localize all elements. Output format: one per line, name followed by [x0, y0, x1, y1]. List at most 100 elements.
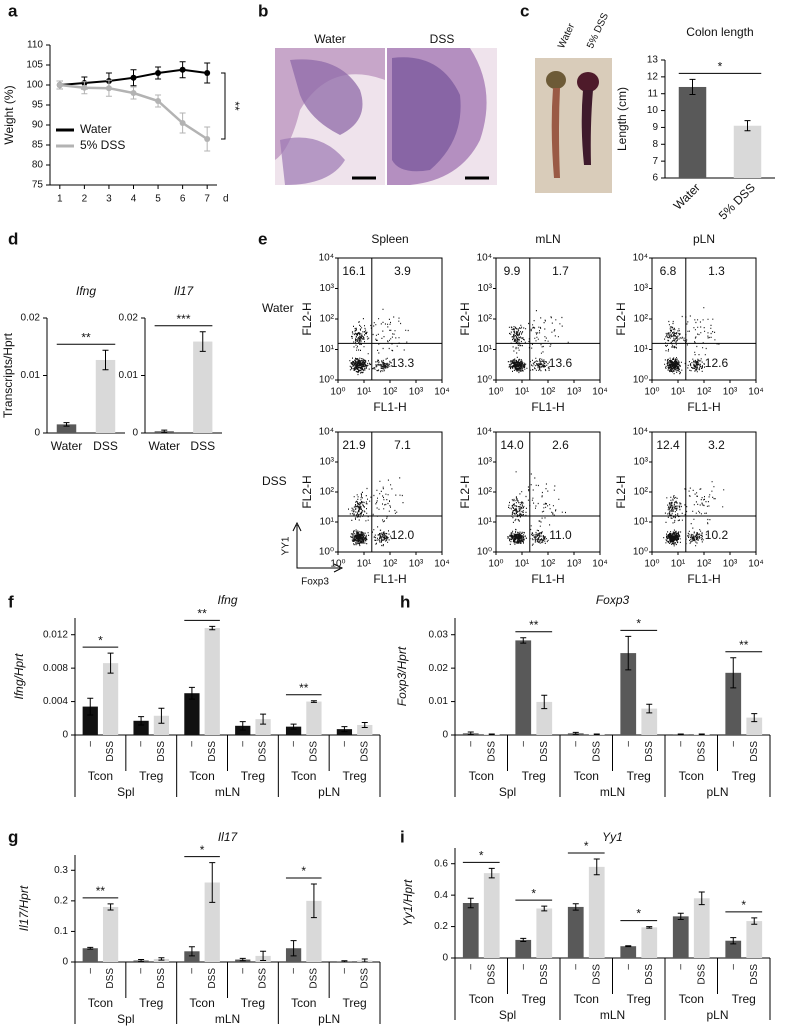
- x-tick-label: 10¹: [671, 387, 686, 398]
- bar: [536, 908, 553, 958]
- bar: [285, 726, 302, 735]
- quadrant-value: 11.0: [549, 528, 572, 542]
- error-bar: [698, 891, 705, 906]
- error-bar: [161, 429, 168, 433]
- x-tick-label: 10⁰: [644, 387, 659, 398]
- bar: [102, 663, 119, 735]
- category-label: DSS: [539, 741, 550, 762]
- point: [179, 120, 186, 126]
- y-axis-label: Transcripts/Hprt: [1, 332, 15, 418]
- category-label: DSS: [207, 741, 218, 762]
- bar: [588, 866, 605, 958]
- y-tick-label: 10²: [320, 314, 335, 325]
- error-bar: [158, 957, 165, 961]
- category-label: DSS: [591, 964, 602, 985]
- histology-label: Water: [314, 32, 346, 46]
- point: [204, 70, 211, 76]
- category-label: 5% DSS: [716, 180, 758, 222]
- panel-label: f: [8, 592, 14, 611]
- y-tick-label: 10⁰: [633, 547, 648, 558]
- group-label: Treg: [522, 769, 546, 783]
- y-tick-label: 0.012: [43, 629, 68, 640]
- error-bar: [541, 905, 548, 912]
- x-tick-label: 10⁴: [434, 559, 449, 570]
- group-label: Treg: [732, 992, 756, 1006]
- error-bar: [239, 957, 246, 962]
- x-tick-label: 10⁴: [592, 559, 607, 570]
- y-tick-label: 0: [442, 730, 448, 741]
- colon: [551, 88, 560, 178]
- cell-dots: [349, 308, 409, 376]
- bar: [357, 724, 373, 735]
- error-bar: [744, 120, 751, 132]
- group-label: Tcon: [574, 992, 599, 1006]
- y-tick-label: 0.3: [54, 865, 68, 876]
- quadrant-value: 3.9: [394, 264, 411, 278]
- panel-label: a: [8, 1, 18, 20]
- group-label: Tcon: [88, 769, 113, 783]
- x-tick-label: 10⁴: [434, 387, 449, 398]
- cell-dots: [507, 310, 569, 374]
- bar: [184, 693, 200, 735]
- bar: [82, 948, 98, 962]
- category-label: DSS: [359, 741, 370, 762]
- y-tick-label: 10¹: [478, 517, 493, 528]
- x-tick-label: 10¹: [357, 559, 372, 570]
- y-tick-label: 10¹: [320, 344, 335, 355]
- category-label: –: [518, 741, 529, 747]
- y-tick-label: 9: [652, 122, 658, 133]
- x-tick-label: 10³: [567, 559, 582, 570]
- error-bar: [188, 686, 195, 700]
- y-tick-label: 0: [132, 428, 138, 439]
- bar: [193, 341, 213, 433]
- x-tick-label: 2: [82, 194, 88, 205]
- y-tick-label: 0.008: [43, 663, 68, 674]
- error-bar: [677, 912, 684, 920]
- y-tick-label: 10¹: [634, 517, 649, 528]
- error-bar: [593, 733, 600, 736]
- y-tick-label: 7: [652, 156, 658, 167]
- group-label: Tcon: [291, 769, 316, 783]
- category-label: –: [623, 741, 634, 747]
- bar: [678, 86, 707, 178]
- error-bar: [63, 422, 70, 427]
- x-tick-label: 10²: [541, 559, 556, 570]
- y-tick-label: 0.004: [43, 696, 68, 707]
- significance-label: **: [197, 607, 207, 621]
- category-label: DSS: [644, 741, 655, 762]
- y-tick-label: 10¹: [478, 344, 493, 355]
- panel-label: c: [520, 1, 529, 20]
- group-label: Treg: [139, 769, 163, 783]
- group-label: Tcon: [291, 996, 316, 1010]
- quadrant-value: 12.6: [705, 356, 729, 370]
- y-tick-label: 10⁴: [633, 427, 648, 438]
- category-label: –: [339, 741, 350, 747]
- category-label: DSS: [156, 968, 167, 989]
- error-bar: [572, 903, 579, 911]
- error-bar: [138, 716, 145, 726]
- y-tick-label: 10²: [320, 487, 335, 498]
- x-tick-label: 6: [180, 194, 186, 205]
- y-tick-label: 10⁴: [477, 253, 492, 264]
- y-axis-label: Length (cm): [615, 87, 629, 151]
- significance-label: **: [299, 681, 309, 695]
- bar: [462, 903, 479, 958]
- significance-label: *: [636, 907, 641, 921]
- bar: [95, 359, 116, 433]
- error-bar: [467, 731, 474, 736]
- error-bar: [646, 926, 653, 929]
- x-tick-label: 1: [57, 194, 63, 205]
- quadrant-value: 13.6: [549, 356, 573, 370]
- tissue: [392, 57, 461, 172]
- error-bar: [341, 960, 348, 963]
- category-label: DSS: [696, 964, 707, 985]
- point: [155, 98, 162, 104]
- error-bar: [290, 940, 297, 957]
- error-bar: [520, 637, 527, 644]
- error-bar: [310, 883, 317, 919]
- error-bar: [199, 331, 206, 352]
- group-label: Treg: [627, 769, 651, 783]
- colon-photo: Water 5% DSS: [535, 11, 612, 193]
- error-bar: [572, 731, 579, 735]
- bar: [255, 719, 271, 735]
